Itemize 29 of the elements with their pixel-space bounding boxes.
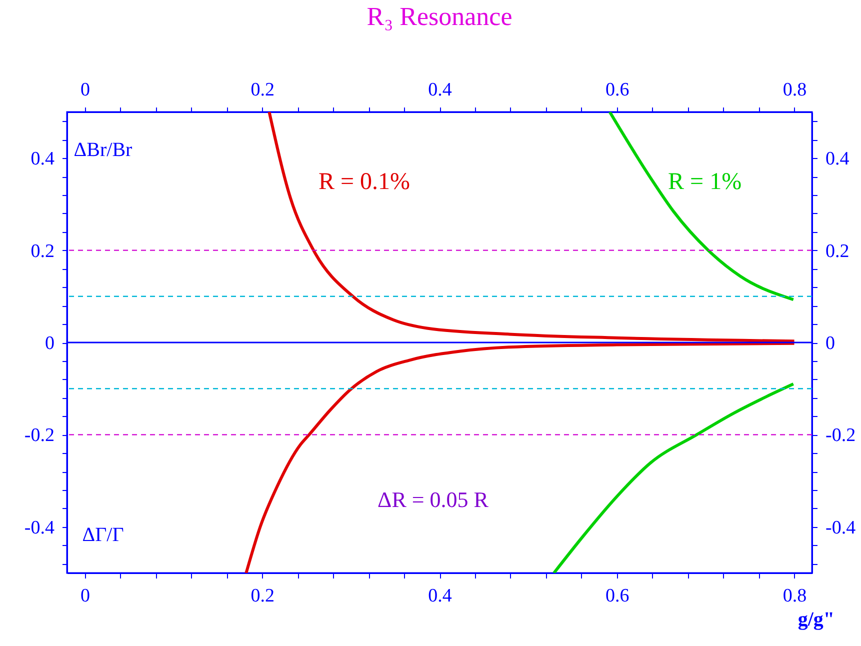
series-label: R = 1% — [668, 169, 742, 195]
y-tick-label: 0 — [45, 333, 54, 354]
x-tick-label: 0 — [80, 586, 90, 606]
annotation: ΔΓ/Γ — [82, 524, 124, 546]
y-tick-label: -0.2 — [24, 425, 54, 446]
y2-tick-label: 0 — [826, 333, 835, 354]
x2-tick-label: 0.4 — [428, 80, 452, 100]
line-series — [552, 382, 795, 573]
x-tick-label: 0.8 — [782, 586, 807, 606]
y-tick-label: 0.2 — [30, 240, 54, 262]
y2-tick-label: -0.2 — [826, 425, 856, 446]
x2-tick-label: 0.6 — [606, 80, 630, 100]
y-tick-label: 0.4 — [30, 148, 55, 170]
line-series — [608, 112, 795, 302]
y2-tick-label: 0.2 — [826, 240, 850, 262]
series-label: R = 0.1% — [318, 169, 410, 195]
annotation: ΔBr/Br — [74, 139, 133, 161]
x-tick-label: 0.2 — [250, 586, 274, 606]
x-axis-title: g/g" — [798, 608, 834, 630]
x-tick-label: 0.4 — [428, 586, 452, 606]
x-tick-label: 0.6 — [606, 586, 630, 606]
x2-tick-label: 0 — [80, 80, 90, 100]
x2-tick-label: 0.8 — [782, 80, 807, 100]
x2-tick-label: 0.2 — [250, 80, 274, 100]
y2-tick-label: -0.4 — [826, 517, 856, 538]
y2-tick-label: 0.4 — [826, 148, 850, 170]
chart-title: R₃ Resonance — [366, 2, 512, 31]
y-tick-label: -0.4 — [24, 517, 55, 538]
annotation: ΔR = 0.05 R — [378, 487, 489, 512]
